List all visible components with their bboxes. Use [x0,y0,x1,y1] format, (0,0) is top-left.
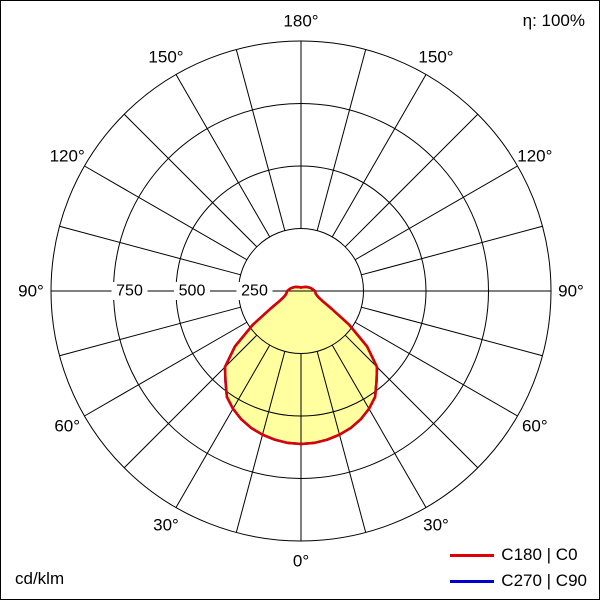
svg-text:250: 250 [241,283,268,300]
svg-text:150°: 150° [418,48,453,67]
svg-text:150°: 150° [148,48,183,67]
efficiency-label: η: 100% [522,11,585,30]
angle-labels: 0° 30° 30° 60° 60° 90° 90° 120° 120° 150° 150° 180° [18,12,584,571]
svg-text:90°: 90° [18,282,44,301]
svg-text:180°: 180° [283,12,318,31]
legend: C180 | C0 C270 | C90 [450,545,587,591]
legend-line-c90-icon [450,579,495,583]
legend-label-c90: C270 | C90 [501,571,587,590]
legend-item-c0: C180 | C0 [450,545,587,565]
legend-item-c90: C270 | C90 [450,571,587,591]
legend-line-c0-icon [450,553,495,557]
svg-text:120°: 120° [517,147,552,166]
legend-label-c0: C180 | C0 [501,545,578,564]
svg-text:500: 500 [179,283,206,300]
svg-text:60°: 60° [522,417,548,436]
svg-text:30°: 30° [423,515,449,534]
svg-text:750: 750 [116,283,143,300]
svg-text:30°: 30° [153,515,179,534]
svg-text:0°: 0° [293,552,309,571]
unit-label: cd/klm [15,569,65,588]
curve-c180-c0 [223,285,379,446]
ring-labels: 250 500 750 [111,282,273,300]
svg-text:120°: 120° [50,147,85,166]
svg-text:60°: 60° [54,417,80,436]
svg-text:90°: 90° [558,282,584,301]
grid-spokes [51,41,551,541]
